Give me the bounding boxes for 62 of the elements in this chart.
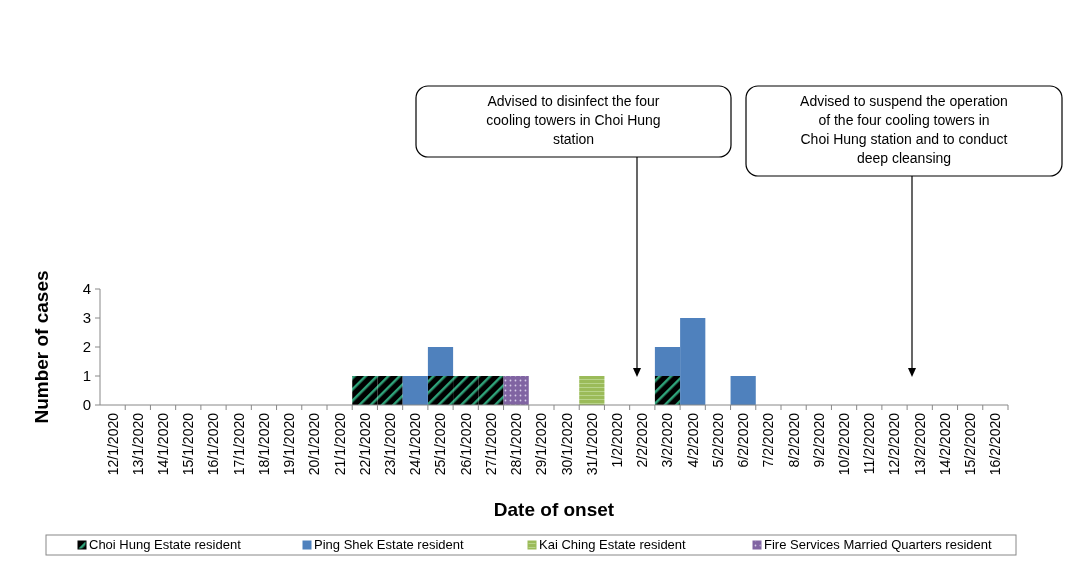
x-tick-label: 25/1/2020 <box>432 412 449 476</box>
x-tick-label: 10/2/2020 <box>835 412 852 476</box>
legend-label: Choi Hung Estate resident <box>89 537 242 552</box>
text: Advised to suspend the operation of the four cooling towers in Choi Hung station and to conduct deep cleansing <box>800 93 1008 166</box>
x-tick-label: 13/2/2020 <box>911 412 928 476</box>
bar <box>654 347 681 376</box>
text: Advised to disinfect the four cooling towers in Choi Hung station <box>486 93 661 147</box>
x-tick-label: 6/2/2020 <box>735 412 752 468</box>
bar <box>352 376 378 405</box>
x-tick-label: 31/1/2020 <box>583 412 600 476</box>
x-axis-title: Date of onset <box>493 499 615 520</box>
bar <box>654 376 681 405</box>
y-tick-label: 3 <box>82 309 91 327</box>
x-tick-label: 21/1/2020 <box>331 412 348 476</box>
bar <box>579 376 605 405</box>
x-tick-label: 9/2/2020 <box>810 412 827 468</box>
x-tick-label: 17/1/2020 <box>230 412 247 476</box>
bar <box>680 318 706 405</box>
x-tick-label: 1/2/2020 <box>608 412 625 468</box>
y-tick-label: 2 <box>82 338 91 356</box>
bar <box>730 376 756 405</box>
x-tick-label: 30/1/2020 <box>558 412 575 476</box>
legend-label: Fire Services Married Quarters resident <box>764 537 992 552</box>
x-tick-label: 2/2/2020 <box>634 412 651 468</box>
x-tick-label: 11/2/2020 <box>861 412 878 475</box>
legend-label: Ping Shek Estate resident <box>314 537 464 552</box>
x-tick-label: 22/1/2020 <box>356 412 373 476</box>
x-tick-label: 16/1/2020 <box>205 412 222 476</box>
x-tick-label: 20/1/2020 <box>306 412 323 476</box>
bar <box>427 347 454 376</box>
x-tick-label: 14/1/2020 <box>154 412 171 476</box>
y-tick-label: 1 <box>82 367 91 385</box>
x-tick-label: 27/1/2020 <box>482 412 499 476</box>
x-tick-label: 15/2/2020 <box>962 412 979 476</box>
x-tick-label: 13/1/2020 <box>129 412 146 476</box>
x-tick-label: 7/2/2020 <box>760 412 777 468</box>
x-tick-label: 24/1/2020 <box>407 412 424 476</box>
x-tick-label: 19/1/2020 <box>281 412 298 476</box>
bar <box>478 376 504 405</box>
x-tick-label: 15/1/2020 <box>180 412 197 476</box>
bar <box>377 376 403 405</box>
x-tick-label: 5/2/2020 <box>709 412 726 468</box>
legend-label: Kai Ching Estate resident <box>539 537 687 552</box>
x-tick-label: 12/2/2020 <box>886 412 903 476</box>
x-tick-label: 14/2/2020 <box>936 412 953 476</box>
x-tick-label: 12/1/2020 <box>104 412 121 476</box>
x-tick-label: 26/1/2020 <box>457 412 474 476</box>
x-tick-label: 28/1/2020 <box>508 412 525 476</box>
bar <box>402 376 428 405</box>
x-tick-label: 4/2/2020 <box>684 412 701 468</box>
x-tick-label: 29/1/2020 <box>533 412 550 476</box>
bar <box>453 376 479 405</box>
y-axis-title: Number of cases <box>31 270 52 424</box>
bar <box>503 376 529 405</box>
x-tick-label: 3/2/2020 <box>659 412 676 468</box>
x-tick-label: 23/1/2020 <box>381 412 398 476</box>
y-tick-label: 0 <box>82 396 91 414</box>
x-tick-label: 18/1/2020 <box>255 412 272 476</box>
y-tick-label: 4 <box>82 280 91 298</box>
x-tick-label: 16/2/2020 <box>987 412 1004 476</box>
x-tick-label: 8/2/2020 <box>785 412 802 468</box>
bar <box>427 376 454 405</box>
